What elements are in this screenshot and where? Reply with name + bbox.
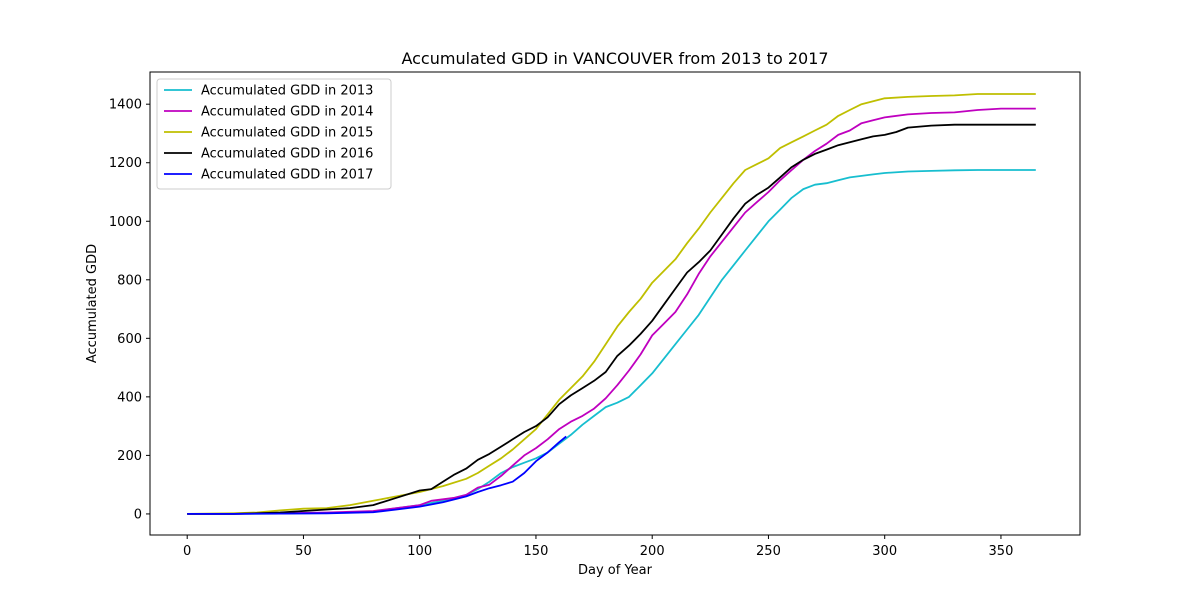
series-line [187,107,1036,515]
x-tick-label: 200 [640,544,665,559]
plot-frame [149,71,1081,536]
x-tick-label: 50 [295,544,312,559]
y-tick-label: 800 [117,273,142,288]
y-tick-label: 1400 [109,98,142,113]
y-axis-label: Accumulated GDD [85,244,100,363]
series-line [187,93,1036,515]
legend-box [156,78,392,190]
x-tick-label: 300 [872,544,897,559]
y-tick-label: 1200 [109,156,142,171]
legend-label: Accumulated GDD in 2013 [201,84,373,99]
legend-label: Accumulated GDD in 2015 [201,126,373,141]
tick-layer: 0 50 100 150 200 250 300 350 0 200 400 600 800 1000 12… [109,98,1013,559]
legend-label: Accumulated GDD in 2016 [201,147,373,162]
x-axis-label: Day of Year [578,563,653,578]
legend-label: Accumulated GDD in 2017 [201,168,373,183]
x-tick-label: 150 [524,544,549,559]
y-tick-label: 200 [117,449,142,464]
x-tick-label: 350 [989,544,1014,559]
series-layer [187,93,1036,515]
x-tick-label: 100 [407,544,432,559]
y-tick-label: 0 [134,507,142,522]
x-tick-label: 250 [756,544,781,559]
y-tick-label: 400 [117,390,142,405]
x-tick-label: 0 [183,544,191,559]
y-tick-label: 600 [117,332,142,347]
legend: Accumulated GDD in 2013 Accumulated GDD i… [156,78,392,190]
series-line [187,123,1036,515]
y-tick-label: 1000 [109,215,142,230]
chart-title: Accumulated GDD in VANCOUVER from 2013 t… [401,49,828,68]
series-line [187,435,567,515]
legend-label: Accumulated GDD in 2014 [201,105,373,120]
